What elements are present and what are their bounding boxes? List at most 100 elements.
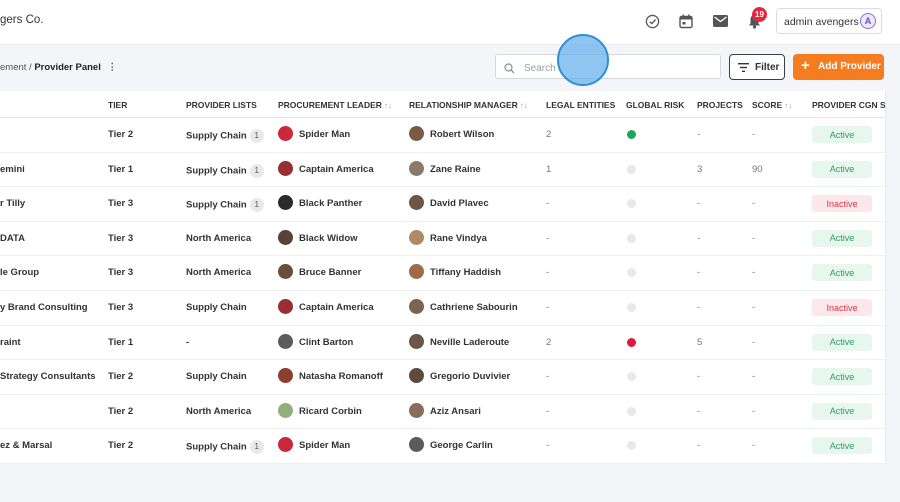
status-badge: Active xyxy=(812,437,872,455)
global-risk-indicator xyxy=(627,303,636,312)
leader-avatar xyxy=(278,299,293,314)
breadcrumb-parent[interactable]: ement xyxy=(0,62,27,73)
more-options-icon[interactable]: ⋮ xyxy=(107,62,118,73)
table-row[interactable]: emini Tier 1 Supply Chain 1 Captain America Z… xyxy=(0,152,885,188)
filter-button[interactable]: Filter xyxy=(729,54,785,80)
provider-name[interactable]: le Group xyxy=(0,267,40,279)
table-row[interactable]: ez & Marsal Tier 2 Supply Chain 1 Spider Man… xyxy=(0,428,885,464)
provider-list-cell: Supply Chain xyxy=(186,302,247,313)
global-risk-indicator xyxy=(627,406,636,416)
legal-entities-cell: 2 xyxy=(546,129,552,140)
list-count-badge: 1 xyxy=(249,198,264,213)
sort-icon[interactable]: ↑↓ xyxy=(784,101,793,110)
relationship-manager-cell: Robert Wilson xyxy=(430,129,495,140)
provider-list-name: North America xyxy=(186,232,252,244)
column-header-procurement-leader[interactable]: PROCUREMENT LEADER ↑↓ xyxy=(278,100,392,110)
global-risk-indicator xyxy=(627,441,636,451)
provider-list-name: Supply Chain xyxy=(186,441,247,453)
projects-cell: - xyxy=(697,440,701,452)
status-badge: Active xyxy=(812,229,872,247)
table-row[interactable]: raint Tier 1 - Clint Barton Neville Laderout… xyxy=(0,325,885,361)
relationship-manager-cell: George Carlin xyxy=(430,440,493,452)
account-menu[interactable]: admin avengers A xyxy=(776,8,882,34)
provider-list-name: North America xyxy=(186,267,252,279)
projects-cell: 3 xyxy=(697,163,703,175)
tier-cell: Tier 2 xyxy=(108,405,134,417)
leader-avatar xyxy=(278,368,293,384)
provider-list-name: Supply Chain xyxy=(186,302,247,313)
leader-avatar xyxy=(278,264,293,280)
column-header-score[interactable]: SCORE ↑↓ xyxy=(752,100,792,110)
global-risk-indicator xyxy=(627,164,636,174)
provider-list-cell: - xyxy=(186,337,189,348)
global-risk-indicator xyxy=(627,199,636,209)
table-row[interactable]: r Tilly Tier 3 Supply Chain 1 Black Panther D… xyxy=(0,186,885,222)
list-count-badge: 1 xyxy=(249,129,264,143)
column-header-provider-lists[interactable]: PROVIDER LISTS xyxy=(186,100,257,110)
leader-avatar xyxy=(278,402,293,418)
procurement-leader-cell: Black Widow xyxy=(299,232,358,244)
add-provider-button[interactable]: + Add Provider xyxy=(793,54,884,80)
table-row[interactable]: le Group Tier 3 North America Bruce Banner T… xyxy=(0,255,885,291)
provider-list-cell: Supply Chain xyxy=(186,371,247,382)
provider-name[interactable]: y Brand Consulting xyxy=(0,302,88,313)
table-row[interactable]: Tier 2 North America Ricard Corbin Aziz Ans… xyxy=(0,394,885,430)
procurement-leader-cell: Bruce Banner xyxy=(299,267,362,279)
tier-cell: Tier 1 xyxy=(108,336,134,348)
relationship-manager-cell: Rane Vindya xyxy=(430,232,487,244)
global-risk-indicator xyxy=(627,130,636,139)
global-risk-indicator xyxy=(627,268,636,278)
provider-list-cell: North America xyxy=(186,233,251,244)
provider-name[interactable]: ez & Marsal xyxy=(0,440,53,452)
procurement-leader-cell: Spider Man xyxy=(299,129,351,140)
legal-entities-cell: - xyxy=(546,440,550,452)
check-circle-icon[interactable] xyxy=(643,12,661,30)
provider-list-name: North America xyxy=(186,405,252,417)
table-row[interactable]: y Brand Consulting Tier 3 Supply Chain Capt… xyxy=(0,290,885,326)
provider-list-name: - xyxy=(186,336,190,348)
column-label: PROCUREMENT LEADER xyxy=(278,100,382,110)
procurement-leader-cell: Captain America xyxy=(299,302,374,313)
column-header-projects[interactable]: PROJECTS xyxy=(697,100,743,110)
provider-name[interactable]: DATA xyxy=(0,232,25,244)
column-header-tier[interactable]: TIER xyxy=(108,100,128,110)
filter-label: Filter xyxy=(755,62,780,73)
global-risk-indicator xyxy=(627,233,636,243)
top-bar: gers Co. 19 admin avengers A xyxy=(0,0,900,45)
tier-cell: Tier 2 xyxy=(108,371,134,383)
sort-icon[interactable]: ↑↓ xyxy=(519,101,528,110)
provider-list-cell: Supply Chain 1 xyxy=(186,129,264,143)
table-row[interactable]: DATA Tier 3 North America Black Widow Rane V… xyxy=(0,221,885,257)
tier-cell: Tier 3 xyxy=(108,302,134,313)
global-risk-indicator xyxy=(627,337,636,347)
legal-entities-cell: - xyxy=(546,302,550,313)
provider-list-cell: Supply Chain 1 xyxy=(186,163,264,178)
score-cell: - xyxy=(752,198,756,210)
company-name: gers Co. xyxy=(0,14,44,26)
table-row[interactable]: Strategy Consultants Tier 2 Supply Chain Na… xyxy=(0,359,885,395)
manager-avatar xyxy=(409,126,424,141)
breadcrumb: ement / Provider Panel ⋮ xyxy=(0,62,117,73)
tier-cell: Tier 3 xyxy=(108,198,134,210)
search-input[interactable] xyxy=(522,59,716,77)
column-header-status[interactable]: PROVIDER CGN ST xyxy=(812,100,886,110)
provider-name[interactable]: raint xyxy=(0,336,21,348)
provider-list-cell: North America xyxy=(186,406,251,417)
tier-cell: Tier 1 xyxy=(108,163,134,175)
column-header-legal-entities[interactable]: LEGAL ENTITIES xyxy=(546,100,616,110)
provider-name[interactable]: r Tilly xyxy=(0,198,26,210)
manager-avatar xyxy=(409,368,424,384)
procurement-leader-cell: Captain America xyxy=(299,163,374,175)
provider-name[interactable]: emini xyxy=(0,163,25,175)
legal-entities-cell: 2 xyxy=(546,336,552,348)
table-row[interactable]: Tier 2 Supply Chain 1 Spider Man Robert Wils… xyxy=(0,117,885,153)
projects-cell: - xyxy=(697,198,701,210)
mail-icon[interactable] xyxy=(711,12,729,30)
column-header-global-risk[interactable]: GLOBAL RISK xyxy=(626,100,685,110)
calendar-icon[interactable] xyxy=(677,12,695,30)
provider-name[interactable]: Strategy Consultants xyxy=(0,371,96,383)
sort-icon[interactable]: ↑↓ xyxy=(383,101,392,110)
breadcrumb-separator: / xyxy=(29,62,32,73)
relationship-manager-cell: Aziz Ansari xyxy=(430,405,481,417)
column-header-relationship-manager[interactable]: RELATIONSHIP MANAGER ↑↓ xyxy=(409,100,528,110)
